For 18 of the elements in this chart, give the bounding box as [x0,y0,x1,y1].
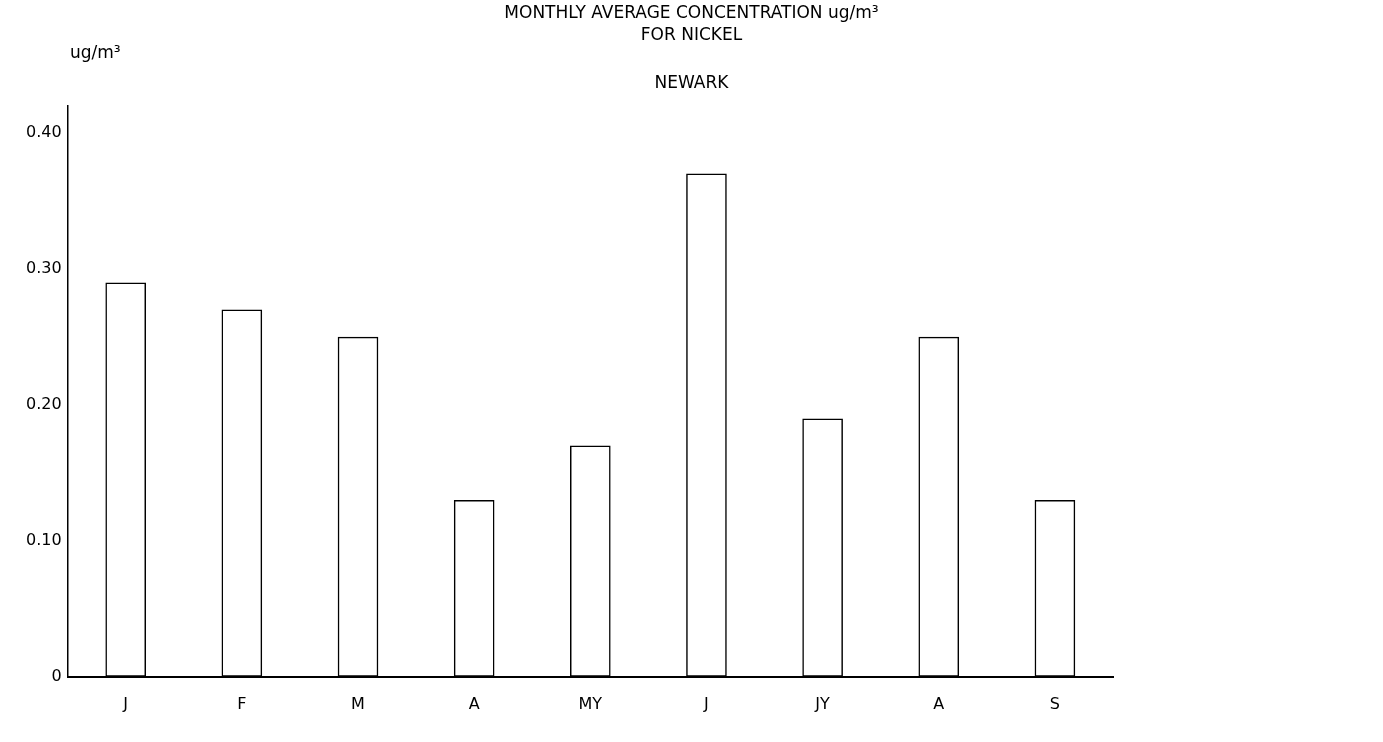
chart-subtitle: FOR NICKEL [640,24,743,44]
x-tick-label: M [351,693,365,713]
x-tick-label: A [468,693,480,713]
x-tick-label: F [237,693,247,713]
x-tick-label: S [1049,693,1060,713]
y-tick-label: 0.10 [26,529,62,549]
y-tick-label: 0.30 [26,257,62,277]
y-tick-label: 0.40 [26,121,62,141]
y-tick-label: 0 [51,665,62,685]
x-tick-label: MY [578,693,603,713]
text: NEWARK [653,72,730,92]
x-tick-label: JY [814,693,831,713]
y-axis-title: ug/m³ [70,42,121,62]
x-tick-label: J [703,693,709,713]
x-tick-label: J [122,693,129,713]
y-tick-label: 0.20 [26,393,62,413]
x-tick-label: A [933,693,945,713]
chart-title: MONTHLY AVERAGE CONCENTRATION ug/m³ [503,2,880,22]
